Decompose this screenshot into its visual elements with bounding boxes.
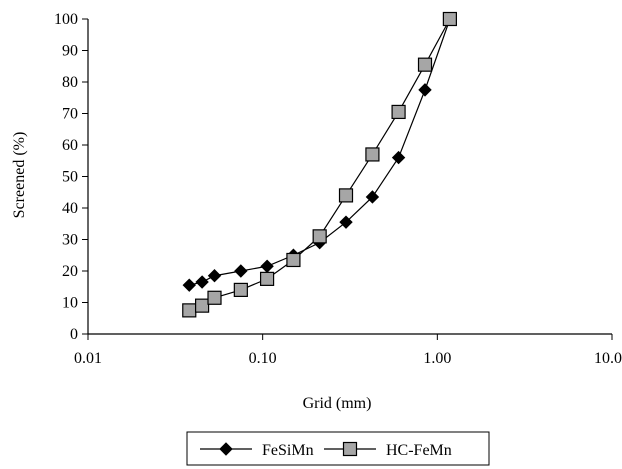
legend-marker-0 [219, 442, 233, 456]
data-point-series-1 [259, 271, 275, 286]
series-line-1 [189, 18, 451, 311]
data-point-series-1 [182, 303, 197, 318]
data-point-series-1 [312, 229, 327, 244]
data-point-series-0 [418, 83, 432, 97]
series-lines [189, 18, 451, 311]
y-tick-label: 80 [62, 74, 78, 91]
data-point-series-1 [391, 104, 406, 120]
x-axis-title: Grid (mm) [303, 395, 372, 412]
y-tick-label: 10 [62, 295, 78, 312]
x-tick-label: 1.00 [423, 350, 451, 367]
data-point-series-1 [194, 298, 210, 313]
data-point-series-0 [339, 215, 353, 229]
legend-label-1: HC-FeMn [386, 442, 452, 459]
y-tick-label: 20 [62, 263, 78, 280]
data-point-series-1 [286, 252, 301, 268]
data-point-series-1 [417, 57, 433, 72]
legend-marker-1 [342, 441, 358, 457]
x-tick-label: 0.01 [74, 350, 102, 367]
y-tick-label: 70 [62, 106, 78, 123]
legend-label-0: FeSiMn [262, 442, 314, 459]
y-tick-label: 90 [62, 43, 78, 60]
data-point-series-0 [260, 259, 274, 273]
y-tick-label: 30 [62, 232, 78, 249]
data-point-series-0 [182, 278, 196, 292]
data-point-series-1 [233, 282, 248, 297]
y-axis-title: Screened (%) [11, 132, 28, 219]
x-tick-label: 10.00 [594, 350, 622, 367]
y-tick-label: 40 [62, 200, 78, 217]
data-point-series-0 [234, 264, 248, 278]
data-point-series-0 [365, 190, 380, 204]
data-point-series-1 [442, 11, 457, 27]
data-point-series-0 [391, 150, 406, 165]
axes: 0 10 20 30 40 50 60 70 80 90 100 0.01 0.10 1.00 10.00 [54, 11, 622, 367]
y-tick-label: 50 [62, 169, 78, 186]
legend: FeSiMn HC-FeMn [186, 431, 490, 466]
y-tick-label: 60 [62, 137, 78, 154]
y-tick-label: 100 [54, 11, 78, 28]
data-point-series-1 [365, 147, 380, 162]
y-tick-label: 0 [70, 326, 78, 343]
data-point-series-1 [207, 290, 222, 305]
data-point-series-0 [207, 269, 222, 283]
series-markers [182, 11, 457, 318]
data-point-series-0 [195, 275, 209, 289]
x-tick-label: 0.10 [249, 350, 277, 367]
data-point-series-1 [338, 188, 354, 203]
